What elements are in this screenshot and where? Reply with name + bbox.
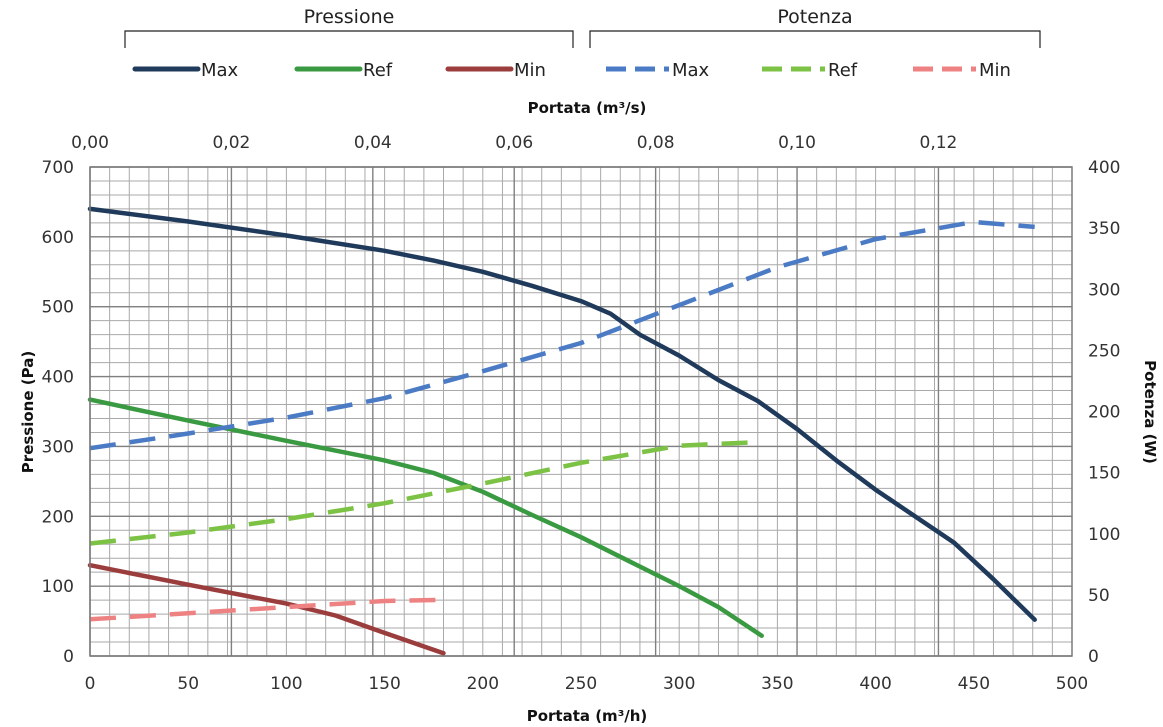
x-top-tick-label: 0,06 xyxy=(495,133,533,153)
x-bottom-tick-label: 350 xyxy=(761,674,793,694)
y-right-tick-label: 250 xyxy=(1088,341,1120,361)
x-bottom-tick-label: 400 xyxy=(859,674,891,694)
series-potenza-ref-line xyxy=(89,439,758,546)
plot-border xyxy=(89,166,1073,657)
top-axis-title: Portata (m³/s) xyxy=(528,99,647,117)
x-bottom-tick-label: 50 xyxy=(177,674,199,694)
y-left-tick-label: 300 xyxy=(42,437,74,457)
legend: Pressione Max Ref Min Potenza Max Ref Min xyxy=(124,6,1041,81)
y-left-tick-label: 600 xyxy=(42,228,74,248)
grid xyxy=(89,166,1073,657)
x-bottom-tick-label: 150 xyxy=(368,674,400,694)
y-left-tick-label: 100 xyxy=(42,577,74,597)
x-bottom-tick-label: 250 xyxy=(565,674,597,694)
x-bottom-tick-label: 300 xyxy=(663,674,695,694)
y-left-tick-label: 200 xyxy=(42,507,74,527)
left-axis-title: Pressione (Pa) xyxy=(19,351,37,473)
y-right-tick-label: 50 xyxy=(1088,586,1110,606)
legend-label-potenza-min: Min xyxy=(979,60,1011,81)
y-left-tick-label: 500 xyxy=(42,298,74,318)
legend-group-title-potenza: Potenza xyxy=(777,6,852,28)
legend-group-title-pressione: Pressione xyxy=(304,6,395,28)
legend-group-bracket xyxy=(589,30,1041,48)
legend-label-pressione-max: Max xyxy=(201,60,239,81)
series-potenza-max-line xyxy=(89,219,1035,451)
x-bottom-tick-label: 200 xyxy=(467,674,499,694)
legend-label-pressione-ref: Ref xyxy=(363,60,393,81)
y-left-tick-label: 0 xyxy=(63,647,74,667)
x-top-tick-label: 0,08 xyxy=(637,133,675,153)
right-axis-title: Potenza (W) xyxy=(1141,360,1159,464)
x-top-tick-label: 0,04 xyxy=(354,133,392,153)
y-right-tick-label: 350 xyxy=(1088,219,1120,239)
x-top-tick-label: 0,02 xyxy=(212,133,250,153)
x-bottom-tick-label: 500 xyxy=(1056,674,1088,694)
series-pressione-min-line xyxy=(87,562,446,656)
legend-group-bracket xyxy=(124,30,574,48)
x-bottom-tick-label: 100 xyxy=(270,674,302,694)
y-right-tick-label: 300 xyxy=(1088,280,1120,300)
legend-label-pressione-min: Min xyxy=(514,60,546,81)
x-top-tick-label: 0,10 xyxy=(778,133,816,153)
y-right-tick-label: 100 xyxy=(1088,525,1120,545)
x-top-tick-label: 0,00 xyxy=(71,133,109,153)
series-pressione-ref-line xyxy=(87,397,764,638)
series-lines xyxy=(87,206,1037,656)
x-bottom-tick-label: 450 xyxy=(958,674,990,694)
y-left-tick-label: 400 xyxy=(42,368,74,388)
y-right-tick-label: 150 xyxy=(1088,464,1120,484)
legend-label-potenza-max: Max xyxy=(672,60,710,81)
y-right-tick-label: 0 xyxy=(1088,647,1099,667)
x-top-tick-label: 0,12 xyxy=(920,133,958,153)
series-pressione-max-line xyxy=(87,206,1037,622)
x-bottom-tick-label: 0 xyxy=(85,674,96,694)
series-potenza-min-line xyxy=(89,597,444,622)
y-right-tick-label: 200 xyxy=(1088,403,1120,423)
legend-label-potenza-ref: Ref xyxy=(828,60,858,81)
bottom-axis-title: Portata (m³/h) xyxy=(527,707,648,725)
y-left-tick-label: 700 xyxy=(42,158,74,178)
y-right-tick-label: 400 xyxy=(1088,158,1120,178)
